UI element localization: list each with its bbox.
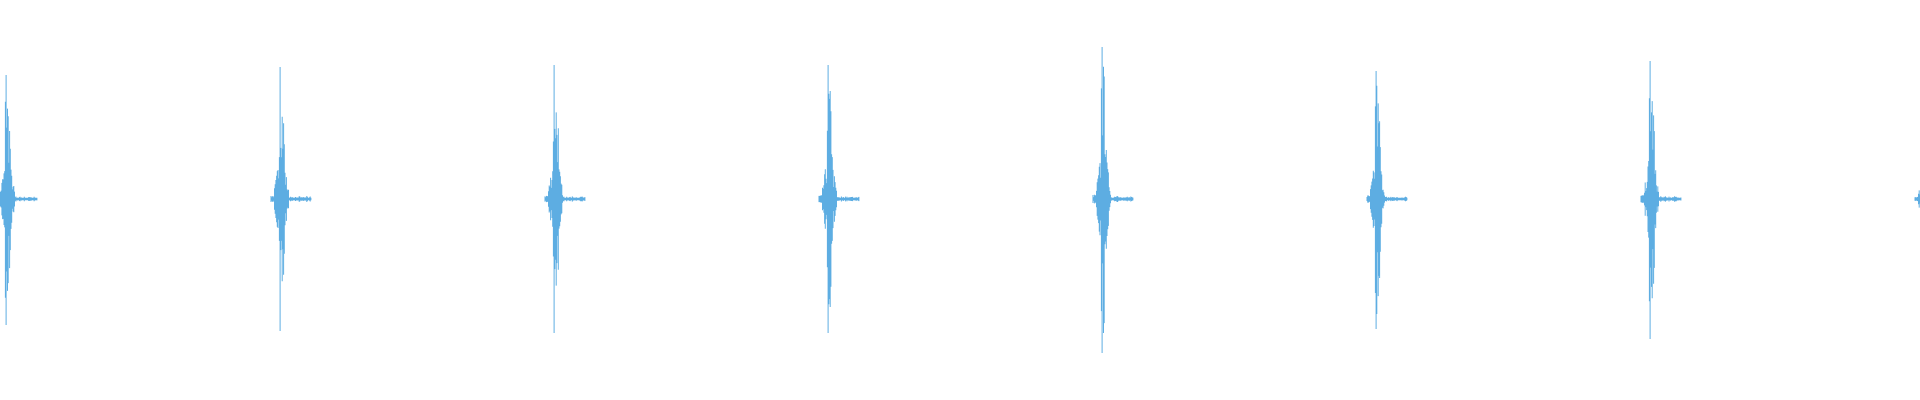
waveform-burst-path <box>544 65 586 333</box>
waveform-burst <box>1092 47 1134 353</box>
waveform-burst <box>1914 190 1920 208</box>
waveform-burst-path <box>818 65 860 333</box>
waveform-burst-path <box>0 75 38 325</box>
waveform-burst-path <box>1914 190 1920 208</box>
waveform-burst <box>1366 71 1408 329</box>
waveform-burst <box>0 75 38 325</box>
waveform-burst <box>270 67 312 331</box>
waveform-burst <box>818 65 860 333</box>
waveform-burst-path <box>270 67 312 331</box>
waveform-burst-path <box>1640 61 1682 339</box>
waveform-burst-path <box>1366 71 1408 329</box>
waveform-burst <box>1640 61 1682 339</box>
waveform-burst-path <box>1092 47 1134 353</box>
waveform-bursts <box>0 47 1920 353</box>
waveform-burst <box>544 65 586 333</box>
